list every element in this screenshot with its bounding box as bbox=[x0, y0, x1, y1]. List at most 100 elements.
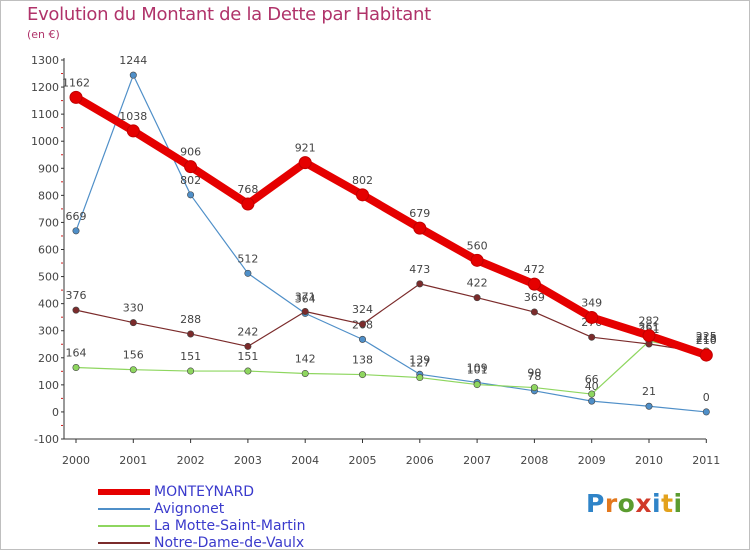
y-tick-label: -100 bbox=[34, 433, 59, 446]
data-label-la-motte-saint-martin: 164 bbox=[66, 347, 87, 360]
y-tick-label: 1100 bbox=[31, 108, 59, 121]
data-point-notre-dame-de-vaulx bbox=[301, 307, 309, 315]
data-point-avignonet bbox=[645, 402, 653, 410]
data-label-notre-dame-de-vaulx: 369 bbox=[524, 291, 545, 304]
data-point-avignonet bbox=[187, 191, 195, 199]
legend-swatch-avignonet bbox=[98, 508, 150, 510]
data-label-monteynard: 282 bbox=[639, 315, 660, 328]
logo-letter: t bbox=[661, 489, 674, 518]
data-point-la-motte-saint-martin bbox=[187, 367, 195, 375]
legend-swatch-la-motte-saint-martin bbox=[98, 525, 150, 527]
data-label-la-motte-saint-martin: 142 bbox=[295, 352, 316, 365]
series-line-notre-dame-de-vaulx bbox=[75, 283, 707, 354]
data-point-avignonet bbox=[244, 269, 252, 277]
data-label-monteynard: 921 bbox=[295, 142, 316, 155]
data-label-avignonet: 139 bbox=[409, 353, 430, 366]
x-tick-label: 2003 bbox=[234, 454, 262, 467]
logo-letter: i bbox=[673, 489, 683, 518]
y-tick-label: 100 bbox=[38, 379, 59, 392]
data-point-la-motte-saint-martin bbox=[530, 384, 538, 392]
logo-letter: x bbox=[635, 489, 652, 518]
line-chart: -100010020030040050060070080090010001100… bbox=[31, 54, 720, 467]
data-label-notre-dame-de-vaulx: 324 bbox=[352, 303, 373, 316]
data-point-monteynard bbox=[527, 277, 541, 291]
data-label-monteynard: 1162 bbox=[62, 76, 90, 89]
x-tick-label: 2007 bbox=[463, 454, 491, 467]
legend-swatch-notre-dame-de-vaulx bbox=[98, 542, 150, 544]
data-point-avignonet bbox=[702, 408, 710, 416]
data-point-avignonet bbox=[72, 227, 80, 235]
legend-label-monteynard: MONTEYNARD bbox=[154, 484, 255, 500]
data-label-monteynard: 802 bbox=[352, 174, 373, 187]
x-tick-label: 2001 bbox=[119, 454, 147, 467]
data-label-la-motte-saint-martin: 151 bbox=[180, 350, 201, 363]
x-tick-label: 2000 bbox=[62, 454, 90, 467]
y-tick-label: 1300 bbox=[31, 54, 59, 67]
y-tick-label: 400 bbox=[38, 298, 59, 311]
data-label-la-motte-saint-martin: 66 bbox=[585, 373, 599, 386]
data-label-la-motte-saint-martin: 127 bbox=[409, 357, 430, 370]
data-label-notre-dame-de-vaulx: 218 bbox=[696, 332, 717, 345]
x-tick-label: 2008 bbox=[520, 454, 548, 467]
data-point-la-motte-saint-martin bbox=[72, 364, 80, 372]
data-label-la-motte-saint-martin: 90 bbox=[527, 367, 541, 380]
data-label-monteynard: 768 bbox=[237, 183, 258, 196]
data-label-avignonet: 1244 bbox=[119, 54, 147, 67]
data-label-monteynard: 1038 bbox=[119, 110, 147, 123]
data-point-notre-dame-de-vaulx bbox=[72, 306, 80, 314]
data-label-notre-dame-de-vaulx: 422 bbox=[467, 277, 488, 290]
data-point-avignonet bbox=[588, 397, 596, 405]
y-tick-label: 300 bbox=[38, 325, 59, 338]
data-point-monteynard bbox=[356, 188, 369, 202]
data-point-notre-dame-de-vaulx bbox=[129, 319, 137, 327]
data-point-monteynard bbox=[585, 310, 599, 324]
data-label-avignonet: 78 bbox=[527, 370, 541, 383]
data-point-monteynard bbox=[126, 124, 140, 138]
data-label-monteynard: 679 bbox=[409, 207, 430, 220]
data-point-monteynard bbox=[413, 221, 427, 235]
legend-label-la-motte-saint-martin: La Motte-Saint-Martin bbox=[154, 518, 306, 534]
logo-letter: o bbox=[617, 489, 636, 518]
data-point-monteynard bbox=[241, 197, 255, 211]
data-label-notre-dame-de-vaulx: 288 bbox=[180, 313, 201, 326]
x-tick-label: 2005 bbox=[349, 454, 377, 467]
x-tick-label: 2006 bbox=[406, 454, 434, 467]
x-tick-label: 2004 bbox=[291, 454, 319, 467]
data-point-avignonet bbox=[129, 71, 137, 79]
y-tick-label: 600 bbox=[38, 244, 59, 257]
y-tick-label: 200 bbox=[38, 352, 59, 365]
y-tick-label: 900 bbox=[38, 162, 59, 175]
data-label-la-motte-saint-martin: 156 bbox=[123, 349, 144, 362]
chart-title: Evolution du Montant de la Dette par Hab… bbox=[27, 4, 431, 25]
data-point-notre-dame-de-vaulx bbox=[358, 320, 366, 328]
data-point-monteynard bbox=[69, 90, 83, 104]
data-label-avignonet: 40 bbox=[585, 380, 599, 393]
data-label-la-motte-saint-martin: 138 bbox=[352, 354, 373, 367]
y-tick-label: 700 bbox=[38, 216, 59, 229]
data-point-la-motte-saint-martin bbox=[244, 367, 252, 375]
data-point-la-motte-saint-martin bbox=[301, 369, 309, 377]
legend-label-avignonet: Avignonet bbox=[154, 501, 225, 517]
x-tick-label: 2002 bbox=[177, 454, 205, 467]
logo-letter: P bbox=[586, 489, 605, 518]
data-point-monteynard bbox=[699, 348, 713, 362]
data-point-notre-dame-de-vaulx bbox=[473, 294, 481, 302]
data-point-monteynard bbox=[470, 253, 484, 267]
data-point-notre-dame-de-vaulx bbox=[530, 308, 538, 316]
legend-swatch-monteynard bbox=[98, 489, 150, 495]
data-label-avignonet: 364 bbox=[295, 292, 316, 305]
data-label-monteynard: 906 bbox=[180, 146, 201, 159]
data-label-notre-dame-de-vaulx: 376 bbox=[66, 289, 87, 302]
y-tick-label: 1000 bbox=[31, 135, 59, 148]
data-label-avignonet: 21 bbox=[642, 385, 656, 398]
data-label-notre-dame-de-vaulx: 473 bbox=[409, 263, 430, 276]
data-point-avignonet bbox=[358, 335, 366, 343]
data-point-monteynard bbox=[298, 156, 312, 170]
data-point-monteynard bbox=[642, 329, 656, 343]
data-label-avignonet: 109 bbox=[467, 361, 488, 374]
series-line-monteynard bbox=[72, 93, 711, 360]
data-point-la-motte-saint-martin bbox=[473, 381, 481, 389]
data-label-la-motte-saint-martin: 151 bbox=[237, 350, 258, 363]
data-point-notre-dame-de-vaulx bbox=[187, 330, 195, 338]
